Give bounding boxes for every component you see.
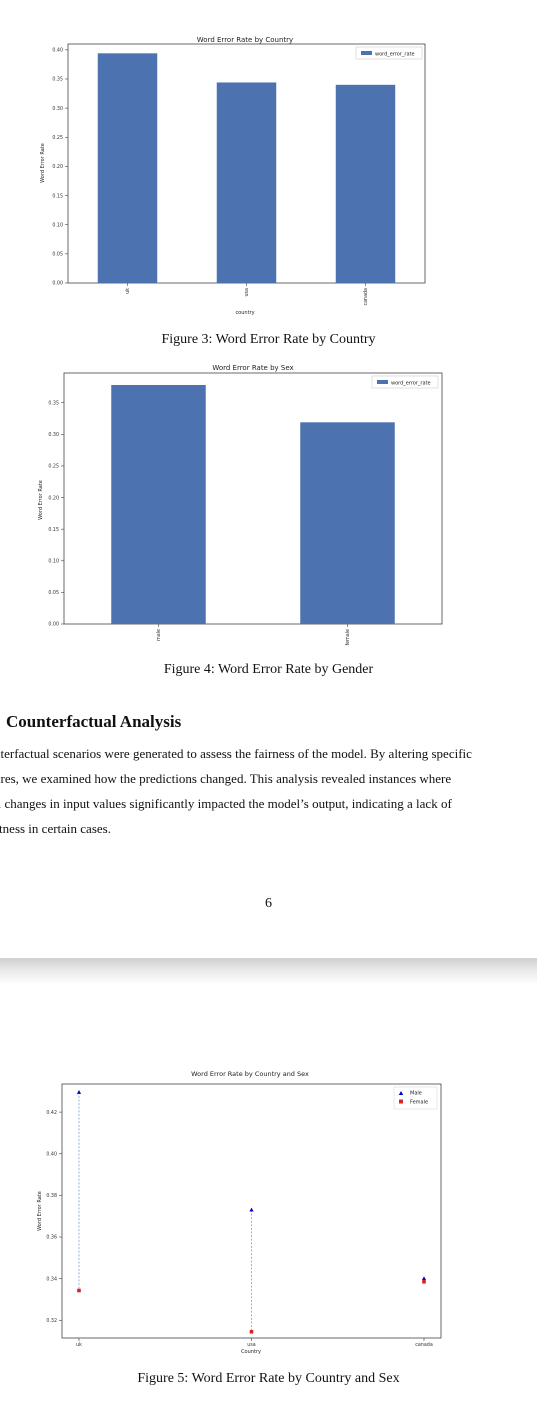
bar-female: [300, 422, 395, 624]
country-sex-scatter-chart: Word Error Rate by Country and Sex 0.32 0…: [37, 1070, 442, 1355]
section-paragraph: nterfactual scenarios were generated to …: [0, 741, 516, 841]
paragraph-line: nterfactual scenarios were generated to …: [0, 746, 472, 761]
bar-canada: [335, 84, 396, 284]
y-tick-label: 0.35: [48, 400, 59, 406]
x-axis-label: country: [235, 310, 254, 316]
page-separator: [0, 958, 537, 985]
point-male-uk: [76, 1090, 82, 1094]
point-male-canada: [421, 1276, 427, 1281]
legend-swatch: [377, 380, 388, 384]
legend-marker-female: [399, 1099, 403, 1104]
figure-5-caption: Figure 5: Word Error Rate by Country and…: [137, 1371, 400, 1386]
x-tick-label: canada: [363, 288, 369, 306]
y-tick-label: 0.20: [48, 495, 59, 501]
y-tick-label: 0.15: [52, 193, 63, 199]
chart-title: Word Error Rate by Country: [197, 36, 293, 44]
y-tick-label: 0.05: [52, 252, 63, 258]
x-tick-label: usa: [247, 1343, 256, 1348]
legend-label: word_error_rate: [375, 52, 415, 58]
legend-box: [371, 375, 439, 389]
y-tick-label: 0.34: [46, 1276, 57, 1282]
y-tick-label: 0.15: [48, 527, 59, 533]
y-axis-label: Word Error Rate: [38, 480, 44, 520]
x-tick-label: uk: [76, 1342, 82, 1348]
legend-label: Female: [410, 1100, 428, 1106]
country-bar-chart: Word Error Rate by Country 0.00 0.05 0.10 0…: [40, 36, 426, 316]
bar-male: [111, 385, 206, 624]
y-tick-label: 0.20: [52, 164, 63, 170]
bar-usa: [216, 82, 277, 283]
point-male-usa: [249, 1207, 254, 1212]
point-female-usa: [249, 1329, 254, 1334]
y-tick-label: 0.36: [46, 1235, 57, 1241]
figure-3-caption: Figure 3: Word Error Rate by Country: [161, 332, 376, 347]
x-tick-label: male: [156, 629, 162, 641]
y-tick-label: 0.25: [48, 464, 59, 470]
page-number: 6: [265, 896, 272, 911]
legend: Male Female: [393, 1086, 438, 1110]
y-tick-label: 0.05: [48, 590, 59, 596]
point-female-uk: [77, 1288, 81, 1293]
y-axis-label: Word Error Rate: [40, 143, 46, 183]
y-tick-label: 0.30: [48, 432, 59, 438]
bar-uk: [97, 53, 158, 283]
x-axis-label: Country: [241, 1349, 261, 1355]
paragraph-line: ures, we examined how the predictions ch…: [0, 771, 452, 786]
y-tick-label: 0.40: [52, 48, 63, 54]
y-tick-label: 0.32: [46, 1318, 57, 1324]
sex-bar-chart: Word Error Rate by Sex 0.00 0.05 0.10 0.15 0…: [38, 364, 443, 646]
y-axis-label: Word Error Rate: [37, 1191, 43, 1231]
x-tick-label: female: [345, 629, 351, 646]
pdf-page-7: Word Error Rate by Country and Sex 0.32 0…: [0, 985, 537, 1409]
chart-title: Word Error Rate by Country and Sex: [191, 1070, 309, 1078]
point-female-canada: [422, 1279, 426, 1284]
legend: word_error_rate: [355, 46, 423, 60]
section-heading: Counterfactual Analysis: [6, 712, 182, 731]
y-tick-label: 0.40: [46, 1151, 57, 1157]
pdf-page-6: Word Error Rate by Country 0.00 0.05 0.10 0…: [0, 36, 516, 911]
legend-swatch: [361, 51, 372, 55]
figure-4-caption: Figure 4: Word Error Rate by Gender: [163, 662, 374, 677]
legend-label: Male: [410, 1091, 422, 1097]
x-tick-label: canada: [415, 1342, 433, 1348]
chart-title: Word Error Rate by Sex: [212, 364, 293, 372]
y-tick-label: 0.00: [52, 281, 63, 287]
legend-box: [393, 1086, 438, 1110]
y-tick-label: 0.35: [52, 77, 63, 83]
legend-label: word_error_rate: [391, 381, 431, 387]
y-tick-label: 0.10: [52, 222, 63, 228]
plot-frame: [63, 372, 443, 625]
y-tick-label: 0.42: [46, 1110, 57, 1116]
paragraph-line: stness in certain cases.: [0, 821, 111, 836]
legend-marker-male: [398, 1091, 404, 1095]
paragraph-line: ll changes in input values significantly…: [0, 796, 452, 811]
legend: word_error_rate: [371, 375, 439, 389]
x-tick-label: uk: [125, 288, 131, 294]
x-tick-label: usa: [245, 288, 250, 297]
y-tick-label: 0.25: [52, 135, 63, 141]
y-tick-label: 0.30: [52, 106, 63, 112]
y-tick-label: 0.00: [48, 622, 59, 628]
legend-box: [355, 46, 423, 60]
y-tick-label: 0.10: [48, 558, 59, 564]
y-tick-label: 0.38: [46, 1193, 57, 1199]
